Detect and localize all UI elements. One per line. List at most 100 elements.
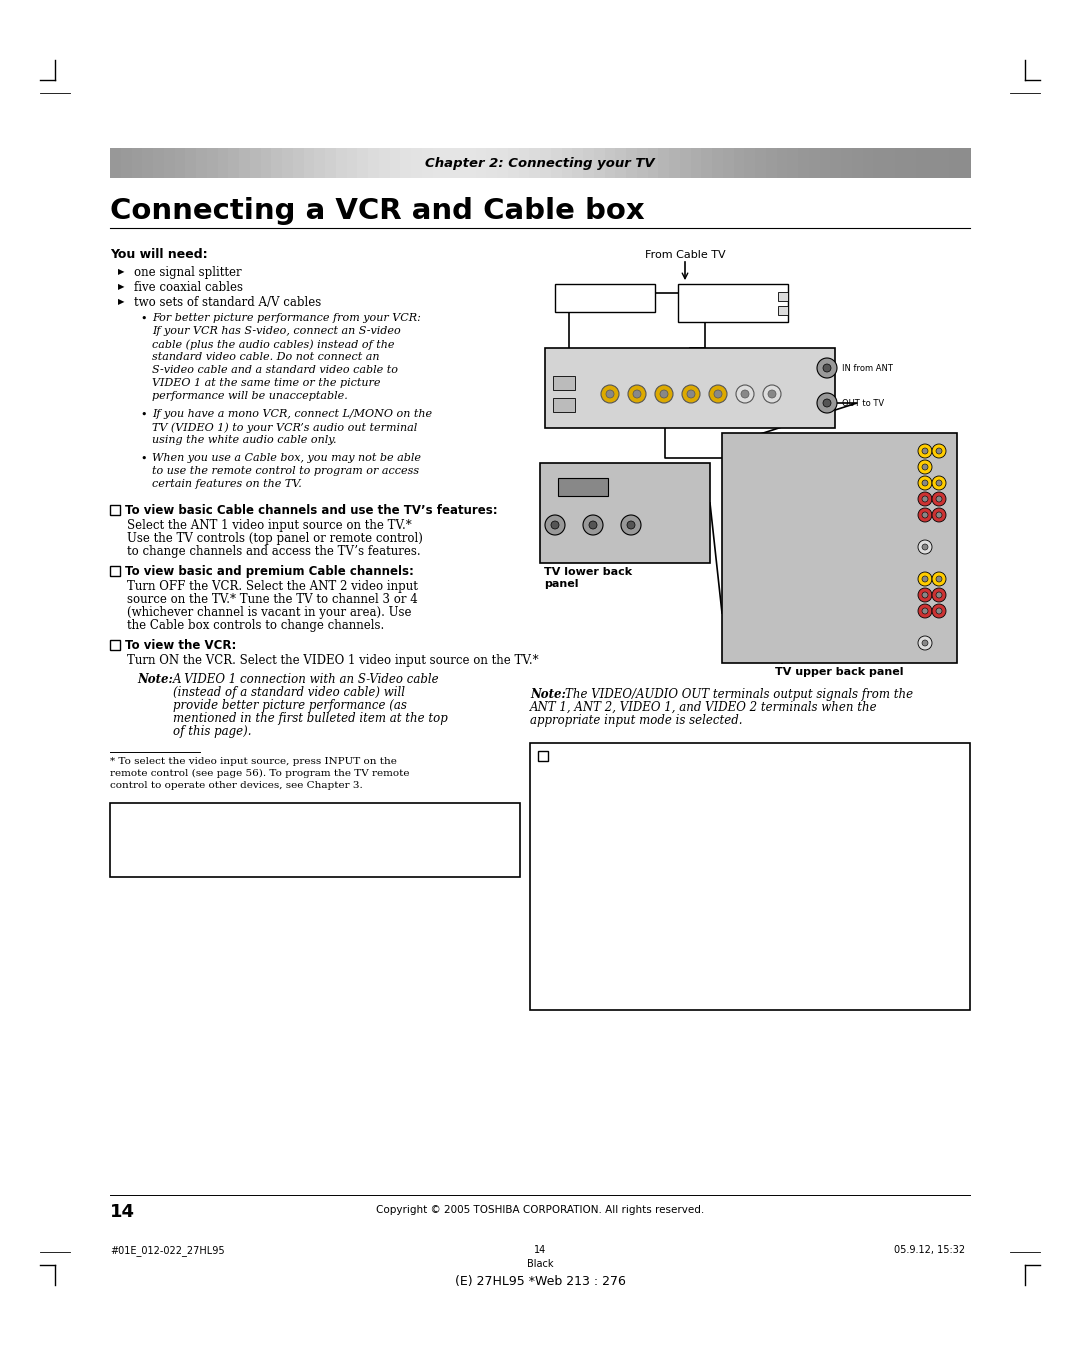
Bar — [809, 148, 821, 178]
Circle shape — [936, 448, 942, 455]
Circle shape — [654, 384, 673, 403]
Bar — [303, 148, 315, 178]
Bar — [249, 148, 261, 178]
Text: For better picture performance from your VCR:: For better picture performance from your… — [152, 313, 421, 322]
Text: Chapter 2: Connecting your TV: Chapter 2: Connecting your TV — [426, 156, 654, 170]
Text: materials is prohibited under the Copyright Laws of the: materials is prohibited under the Copyri… — [116, 834, 445, 844]
Circle shape — [922, 513, 928, 518]
Text: CH 4: CH 4 — [768, 308, 786, 317]
Text: IN: IN — [899, 638, 907, 648]
Bar — [518, 148, 530, 178]
Text: with your cable box and to use the TV Guide: with your cable box and to use the TV Gu… — [554, 765, 866, 778]
Text: Connect the G-LINK® cable according to the: Connect the G-LINK® cable according to t… — [561, 797, 848, 809]
Bar — [529, 148, 541, 178]
Bar — [551, 148, 563, 178]
Text: Turn ON the VCR. Select the VIDEO 1 video input source on the TV.*: Turn ON the VCR. Select the VIDEO 1 vide… — [127, 654, 539, 666]
Bar — [508, 148, 519, 178]
Text: When you use a Cable box, you may not be able: When you use a Cable box, you may not be… — [152, 453, 421, 463]
Text: Signal splitter: Signal splitter — [559, 287, 631, 297]
Text: If your VCR has S-video, connect an S-video: If your VCR has S-video, connect an S-vi… — [152, 326, 401, 336]
Text: ▶: ▶ — [118, 282, 124, 291]
Text: IN: IN — [683, 286, 693, 295]
Text: To view the VCR:: To view the VCR: — [125, 639, 237, 652]
Circle shape — [918, 604, 932, 618]
Text: Make sure the VCR is connected to the A/V OUT: Make sure the VCR is connected to the A/… — [561, 826, 867, 838]
Bar — [195, 148, 207, 178]
Circle shape — [600, 384, 619, 403]
Text: United States and other countries, and may subject you to: United States and other countries, and m… — [116, 846, 462, 857]
Bar — [648, 148, 659, 178]
Text: ▶: ▶ — [118, 267, 124, 277]
Text: source on the TV.* Tune the TV to channel 3 or 4: source on the TV.* Tune the TV to channe… — [127, 594, 418, 606]
Text: Select the ANT 1 video input source on the TV.*: Select the ANT 1 video input source on t… — [127, 519, 411, 532]
Text: 1.: 1. — [544, 797, 556, 809]
Circle shape — [551, 521, 559, 529]
Text: AUDIO: AUDIO — [882, 510, 907, 519]
Text: TV (VIDEO 1) to your VCR’s audio out terminal: TV (VIDEO 1) to your VCR’s audio out ter… — [152, 422, 417, 433]
Text: to change channels and access the TV’s features.: to change channels and access the TV’s f… — [127, 545, 420, 558]
Text: VIDEO: VIDEO — [883, 479, 907, 487]
Bar — [874, 148, 885, 178]
Bar — [637, 148, 648, 178]
Text: one signal splitter: one signal splitter — [134, 266, 242, 279]
Circle shape — [735, 384, 754, 403]
Text: If you have a mono VCR, connect L/MONO on the: If you have a mono VCR, connect L/MONO o… — [152, 409, 432, 420]
Bar — [540, 148, 552, 178]
Circle shape — [589, 521, 597, 529]
Bar — [132, 148, 144, 178]
Bar — [121, 148, 133, 178]
Text: •: • — [140, 314, 147, 324]
Circle shape — [816, 357, 837, 378]
Bar — [558, 478, 608, 496]
Bar — [540, 463, 710, 563]
Circle shape — [762, 384, 781, 403]
Text: HDMI: HDMI — [570, 483, 595, 491]
Bar — [432, 148, 444, 178]
Bar — [411, 148, 422, 178]
Text: certain features on the TV.: certain features on the TV. — [152, 479, 301, 488]
Circle shape — [918, 509, 932, 522]
Bar — [905, 148, 917, 178]
Bar — [831, 148, 842, 178]
Circle shape — [741, 390, 750, 398]
Bar — [260, 148, 272, 178]
Text: * To select the video input source, press INPUT on the: * To select the video input source, pres… — [110, 757, 396, 766]
Bar — [390, 148, 402, 178]
Circle shape — [922, 576, 928, 581]
Text: CH 2: CH 2 — [556, 380, 572, 386]
Bar — [798, 148, 810, 178]
Bar — [336, 148, 348, 178]
Bar — [723, 433, 957, 662]
Text: 5.: 5. — [544, 921, 556, 935]
Bar — [894, 148, 906, 178]
Circle shape — [936, 576, 942, 581]
Text: 3.: 3. — [544, 853, 556, 866]
Circle shape — [633, 390, 642, 398]
Text: ANT 1, ANT 2, VIDEO 1, and VIDEO 2 terminals when the: ANT 1, ANT 2, VIDEO 1, and VIDEO 2 termi… — [530, 701, 878, 714]
Text: Black: Black — [527, 1259, 553, 1269]
Bar — [143, 148, 154, 178]
Bar — [282, 148, 294, 178]
Circle shape — [922, 448, 928, 455]
Text: ▶: ▶ — [118, 297, 124, 306]
Circle shape — [660, 390, 669, 398]
Circle shape — [627, 521, 635, 529]
Bar — [110, 505, 120, 515]
Text: L/MONO: L/MONO — [876, 591, 907, 599]
Circle shape — [922, 496, 928, 502]
Circle shape — [768, 390, 777, 398]
Bar — [678, 285, 788, 322]
Bar — [959, 148, 971, 178]
Bar — [712, 148, 724, 178]
Text: OUT: OUT — [891, 542, 907, 552]
Bar — [755, 148, 767, 178]
Text: See Chapter 5 for details on setting up the TV Guide: See Chapter 5 for details on setting up … — [561, 894, 894, 907]
Text: of this page).: of this page). — [173, 724, 252, 738]
Text: TV lower back: TV lower back — [544, 567, 632, 577]
Bar — [778, 306, 788, 316]
Circle shape — [687, 390, 696, 398]
Bar — [626, 148, 638, 178]
Bar — [744, 148, 756, 178]
Circle shape — [918, 588, 932, 602]
Bar — [766, 148, 778, 178]
